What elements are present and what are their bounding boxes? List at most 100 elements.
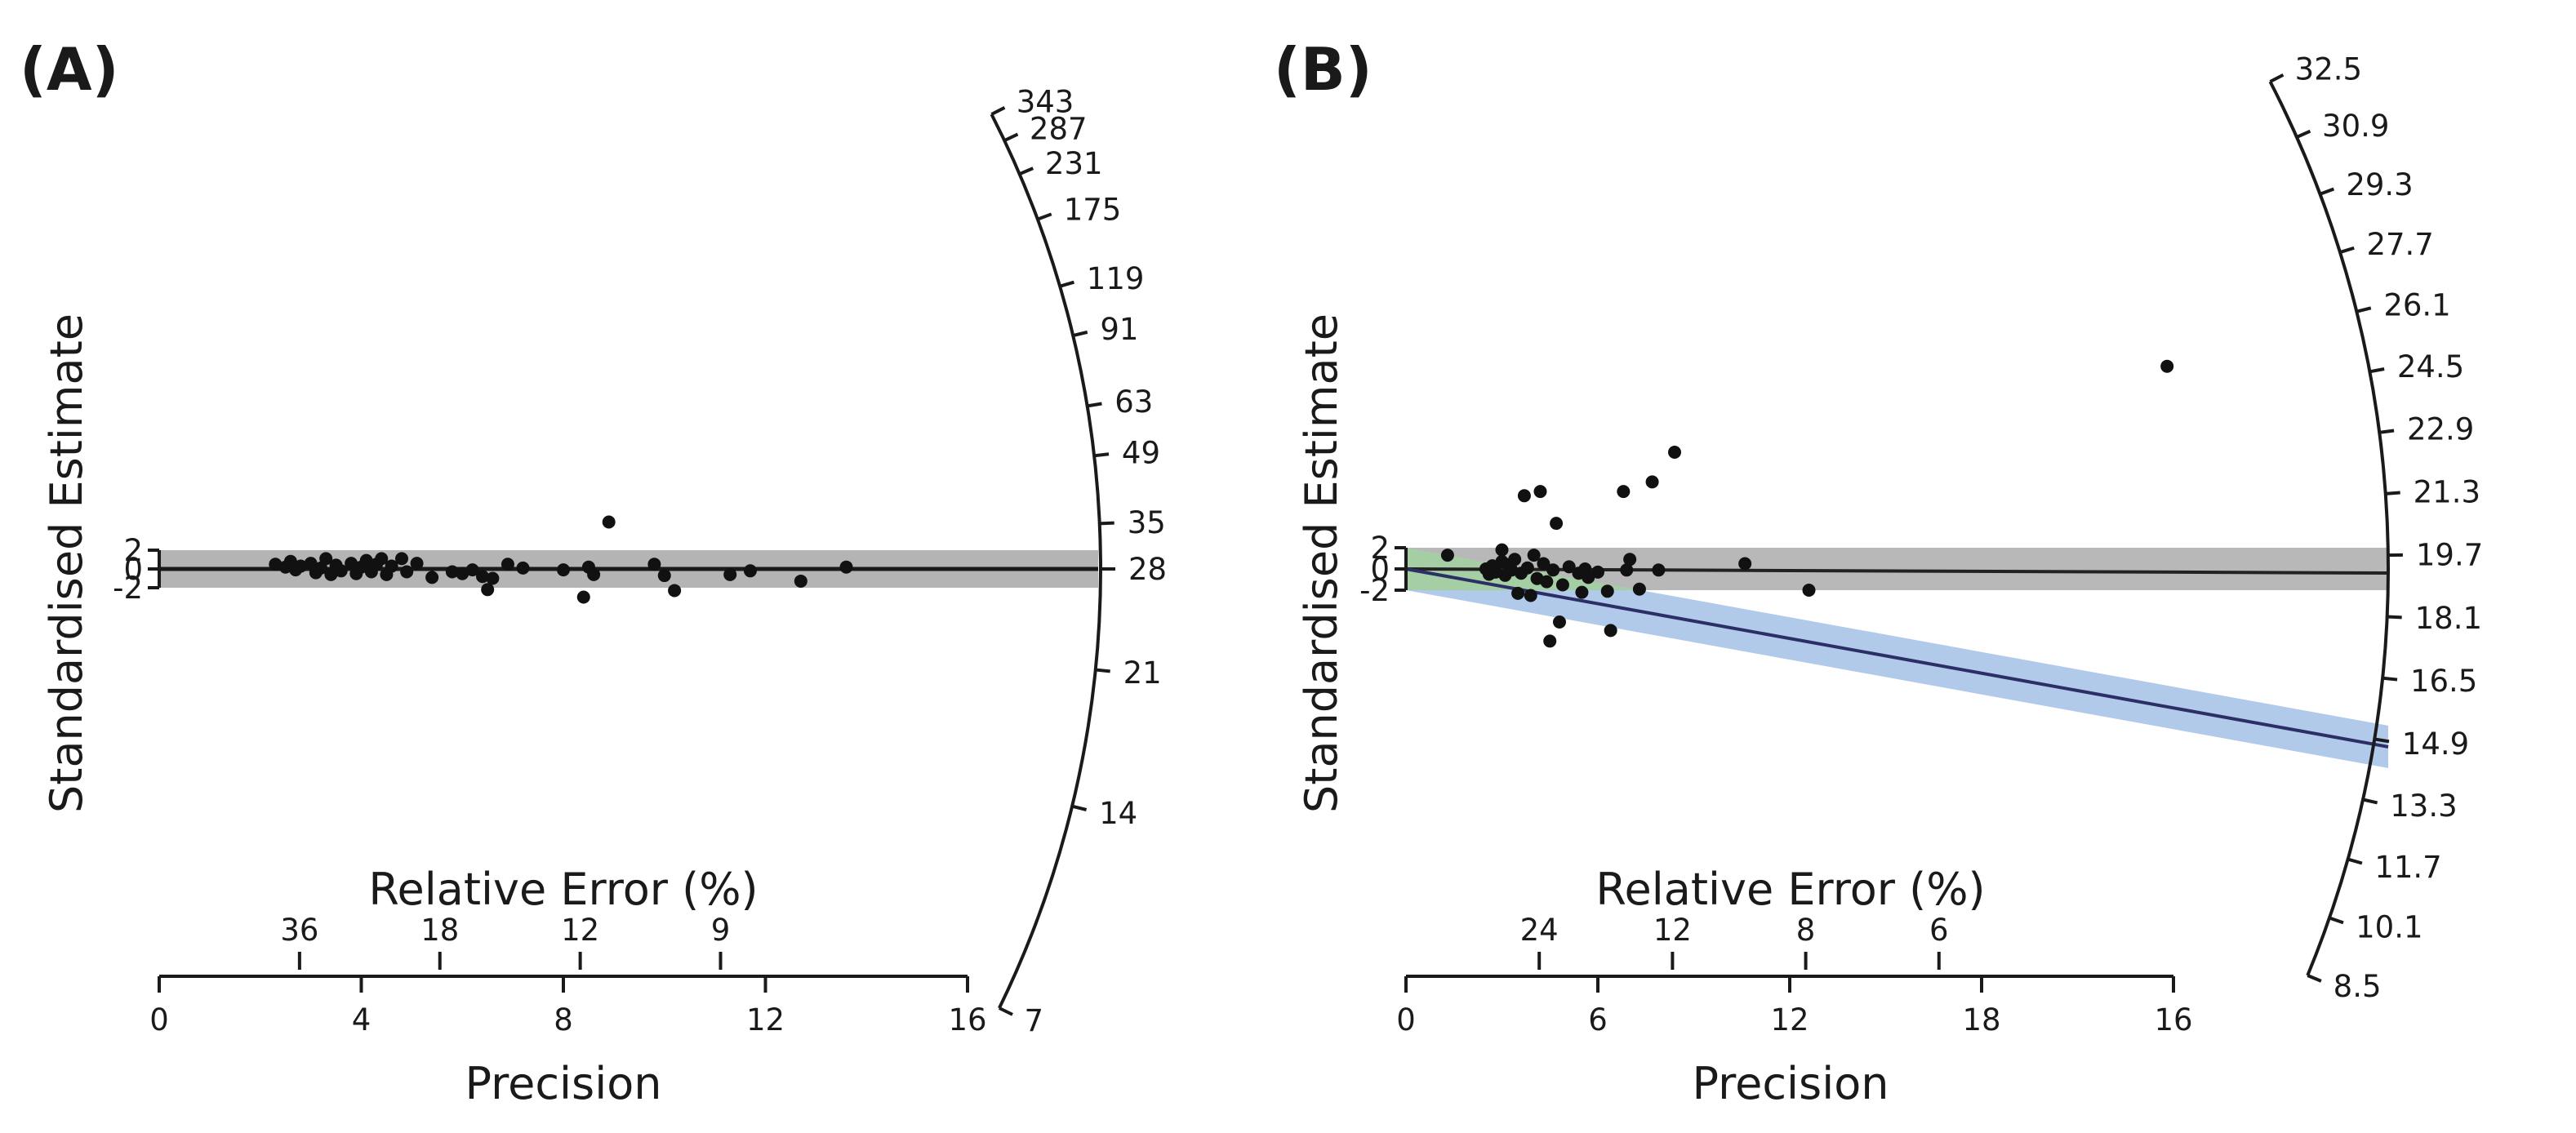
panel-a-arc-tick xyxy=(998,1006,1013,1016)
panel-b-point xyxy=(1440,549,1454,562)
panel-a-relative-error-label: 18 xyxy=(420,913,459,948)
panel-b-point xyxy=(1520,561,1534,575)
panel-b-y-tick-label: 2 xyxy=(1370,531,1390,566)
panel-a-relative-error-title: Relative Error (%) xyxy=(368,864,758,915)
panel-b-x-tick-label: 12 xyxy=(1770,1002,1809,1037)
panel-b-arc-tick-label: 18.1 xyxy=(2415,601,2482,636)
panel-b-arc-tick-label: 22.9 xyxy=(2407,411,2474,447)
panel-a-arc-tick-label: 287 xyxy=(1030,112,1088,147)
panel-a-arc-tick-label: 91 xyxy=(1100,312,1138,347)
panel-b-point xyxy=(1645,475,1659,489)
panel-b-point xyxy=(1511,586,1525,600)
panel-b-label: (B) xyxy=(1274,35,1373,104)
panel-b-point xyxy=(2160,359,2174,373)
panel-a-y-axis: 20-2 xyxy=(113,533,161,606)
panel-a-y-tick-label: 2 xyxy=(123,533,143,568)
panel-b-y-tick-label: 0 xyxy=(1370,552,1390,587)
panel-b-arc-tick-label: 16.5 xyxy=(2410,664,2477,699)
panel-a-arc-tick xyxy=(990,106,1006,116)
panel-b-point xyxy=(1546,563,1560,577)
panel-b-x-axis: 0 6 12 18 16 xyxy=(1396,975,2193,1037)
panel-b-arc-tick-label: 24.5 xyxy=(2397,349,2464,384)
panel-b-y-axis-title: Standardised Estimate xyxy=(1296,313,1347,813)
panel-b-relative-error-label: 12 xyxy=(1653,913,1692,948)
panel-b-arc-tick xyxy=(2369,367,2385,374)
panel-b-point xyxy=(1668,446,1681,459)
panel-b-arc-tick-label: 8.5 xyxy=(2334,969,2382,1004)
panel-b-arc-tick-label: 27.7 xyxy=(2366,227,2433,262)
panel-a-x-tick-label: 0 xyxy=(149,1002,169,1037)
panel-a-point xyxy=(657,569,671,583)
panel-b-arc-tick xyxy=(2374,737,2390,744)
panel-b-x-tick-label: 6 xyxy=(1588,1002,1608,1037)
panel-b-point xyxy=(1495,543,1509,557)
panel-a-arc xyxy=(990,113,1102,1009)
panel-a-relative-error-label: 12 xyxy=(561,913,599,948)
panel-b-arc-tick-label: 29.3 xyxy=(2346,167,2413,202)
panel-a-point xyxy=(385,559,398,573)
panel-a-arc-tick-label: 231 xyxy=(1045,146,1103,181)
panel-a-point xyxy=(743,564,757,578)
panel-b-blue-line xyxy=(1405,567,2389,749)
panel-a-x-tick-label: 16 xyxy=(948,1002,986,1037)
panel-b-point xyxy=(1562,560,1576,574)
panel-a-point xyxy=(647,558,661,571)
panel-b-point xyxy=(1527,549,1541,562)
panel-b-arc-tick-label: 10.1 xyxy=(2356,910,2423,945)
panel-b-arc-tick xyxy=(2385,491,2400,495)
panel-a-point xyxy=(501,558,514,571)
panel-a-arc-tick-label: 28 xyxy=(1128,552,1167,587)
panel-a-point xyxy=(839,560,853,574)
panel-b-points xyxy=(1440,359,2174,648)
panel-b-arc-tick xyxy=(2362,798,2378,805)
panel-b-arc-tick-label: 11.7 xyxy=(2374,850,2441,885)
panel-a-y-axis-title: Standardised Estimate xyxy=(41,313,92,813)
panel-a-arc-tick-label: 63 xyxy=(1114,384,1153,420)
panel-a-point xyxy=(400,565,414,579)
panel-a-arc-tick xyxy=(1018,167,1034,176)
panel-b-relative-error-label: 6 xyxy=(1929,913,1949,948)
panel-a-arc-tick-label: 35 xyxy=(1128,505,1166,540)
panel-a-x-axis-title: Precision xyxy=(465,1058,662,1109)
panel-a-point xyxy=(359,553,373,567)
panel-a-point xyxy=(481,583,495,597)
panel-b-arc-tick-label: 21.3 xyxy=(2414,474,2480,509)
panel-b: (B) 20-2 Standardised Estimate 32.530.92… xyxy=(1274,35,2483,1109)
panel-a-point xyxy=(395,552,408,566)
panel-b-point xyxy=(1553,615,1566,629)
panel-b-arc-tick xyxy=(2329,916,2344,925)
panel-b-point xyxy=(1652,563,1666,577)
panel-b-y-axis: 20-2 xyxy=(1359,531,1408,608)
panel-b-relative-error-title: Relative Error (%) xyxy=(1595,864,1985,915)
panel-a-label: (A) xyxy=(20,35,119,104)
panel-b-arc-tick-label: 32.5 xyxy=(2295,51,2362,87)
panel-a-y-tick-label: -2 xyxy=(113,571,143,606)
panel-a-point xyxy=(476,570,489,584)
panel-a-arc-tick xyxy=(1095,668,1110,673)
panel-a-point xyxy=(794,574,808,588)
panel-b-relative-error-label: 8 xyxy=(1796,913,1816,948)
panel-b-gray-band xyxy=(1406,548,2388,590)
panel-b-x-axis-title: Precision xyxy=(1693,1058,1889,1109)
panel-a-arc-tick-label: 14 xyxy=(1099,796,1137,831)
panel-b-arc-tick xyxy=(2339,246,2355,254)
panel-a-point xyxy=(668,584,682,598)
panel-a-point xyxy=(425,571,439,584)
panel-a-point xyxy=(294,559,308,573)
panel-b-point xyxy=(1604,624,1617,638)
panel-a-arc-tick-label: 343 xyxy=(1017,85,1074,120)
panel-b-point xyxy=(1591,565,1604,579)
panel-a-point xyxy=(445,565,459,579)
panel-b-arc-tick xyxy=(2307,974,2322,983)
panel-b-arc-tick-label: 14.9 xyxy=(2402,726,2469,762)
panel-b-arc-tick xyxy=(2319,187,2335,196)
panel-a-arc-tick xyxy=(1093,452,1110,458)
panel-a-x-axis: 0 4 8 12 16 xyxy=(149,975,987,1037)
panel-a-point xyxy=(516,561,530,575)
panel-b-arc-tick xyxy=(2387,615,2402,620)
panel-a-point xyxy=(345,557,358,571)
panel-a-point xyxy=(486,571,500,585)
panel-a-arc-tick-label: 119 xyxy=(1087,261,1145,296)
panel-a-arc-tick-label: 21 xyxy=(1123,655,1162,691)
